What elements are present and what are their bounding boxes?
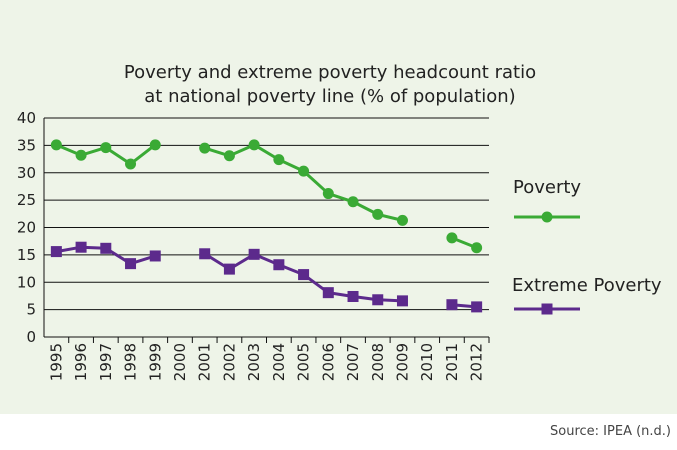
x-tick-label: 2002 — [220, 343, 238, 381]
data-point — [471, 242, 483, 254]
legend-extreme-poverty-label: Extreme Poverty — [512, 275, 662, 296]
series-extreme-poverty — [50, 241, 483, 313]
data-point — [50, 246, 62, 258]
chart-panel — [0, 0, 677, 414]
data-point — [149, 250, 161, 262]
x-tick-label: 2011 — [443, 343, 461, 381]
data-point — [396, 295, 408, 307]
data-point — [75, 241, 87, 253]
x-tick-label: 2006 — [319, 343, 337, 381]
y-tick-label: 15 — [17, 246, 36, 264]
data-point — [125, 258, 137, 270]
chart-title-line-2: at national poverty line (% of populatio… — [144, 86, 515, 107]
data-point — [125, 158, 137, 170]
data-point — [347, 196, 359, 208]
legend-poverty: Poverty — [513, 177, 581, 223]
legend-extreme-poverty: Extreme Poverty — [512, 275, 662, 315]
y-tick-label: 10 — [17, 273, 36, 291]
data-point — [199, 248, 211, 260]
data-point — [446, 232, 458, 244]
gridlines — [43, 117, 489, 338]
x-tick-label: 1995 — [47, 343, 65, 381]
x-tick-label: 2008 — [369, 343, 387, 381]
x-tick-label: 2007 — [344, 343, 362, 381]
data-point — [248, 139, 260, 151]
x-tick-label: 2000 — [171, 343, 189, 381]
series-poverty — [50, 139, 483, 254]
y-tick-label: 0 — [26, 328, 36, 346]
y-tick-label: 40 — [17, 109, 36, 127]
data-point — [149, 139, 161, 151]
data-point — [100, 142, 112, 154]
x-tick-label: 2010 — [418, 343, 436, 381]
x-tick-label: 1996 — [72, 343, 90, 381]
data-point — [248, 248, 260, 260]
data-point — [298, 269, 310, 281]
x-tick-label: 1997 — [97, 343, 115, 381]
x-axis-ticks: 1995 1996 1997 1998 1999 2000 2001 2002 2003 2004… — [47, 337, 490, 381]
data-point — [223, 263, 235, 275]
x-tick-label: 2001 — [196, 343, 214, 381]
chart-title-line-1: Poverty and extreme poverty headcount ra… — [124, 62, 536, 83]
x-tick-label: 2003 — [245, 343, 263, 381]
x-tick-label: 2004 — [270, 343, 288, 381]
y-tick-label: 20 — [17, 219, 36, 237]
legend-poverty-marker — [541, 211, 553, 223]
y-tick-label: 30 — [17, 164, 36, 182]
x-tick-label: 1999 — [146, 343, 164, 381]
data-point — [372, 208, 384, 220]
x-tick-label: 2005 — [295, 343, 313, 381]
legend-extreme-poverty-marker — [541, 303, 553, 315]
data-point — [50, 139, 62, 151]
data-point — [372, 294, 384, 306]
x-tick-label: 1998 — [122, 343, 140, 381]
y-tick-label: 35 — [17, 136, 36, 154]
data-point — [75, 149, 87, 161]
poverty-chart: Poverty and extreme poverty headcount ra… — [17, 62, 662, 381]
x-tick-label: 2009 — [393, 343, 411, 381]
x-tick-label: 2012 — [468, 343, 486, 381]
data-point — [396, 214, 408, 226]
data-point — [100, 242, 112, 254]
data-point — [273, 154, 285, 166]
y-tick-label: 5 — [26, 301, 36, 319]
data-point — [223, 150, 235, 162]
data-point — [347, 290, 359, 302]
y-axis-ticks: 0 5 10 15 20 25 30 35 40 — [17, 109, 36, 346]
data-point — [322, 188, 334, 200]
legend-poverty-label: Poverty — [513, 177, 581, 198]
data-point — [273, 259, 285, 271]
data-point — [471, 301, 483, 313]
data-point — [446, 299, 458, 311]
data-point — [199, 142, 211, 154]
data-point — [298, 165, 310, 177]
data-point — [322, 287, 334, 299]
source-note: Source: IPEA (n.d.) — [550, 424, 671, 439]
y-tick-label: 25 — [17, 191, 36, 209]
